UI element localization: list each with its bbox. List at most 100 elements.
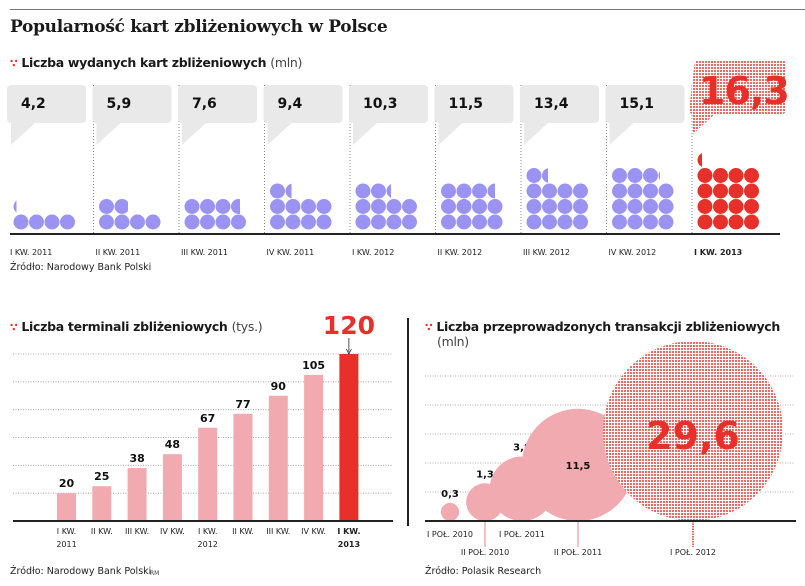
card-dot	[99, 214, 114, 230]
bar	[127, 468, 147, 521]
terminals-source: Źródło: Narodowy Bank Polski	[10, 566, 152, 577]
section-divider	[407, 318, 409, 526]
category-label: II KW. 2012	[438, 248, 483, 257]
category-label: III KW.	[266, 527, 290, 536]
card-dot	[526, 214, 542, 230]
card-dot	[542, 183, 557, 199]
card-dot	[728, 183, 744, 199]
bullet-icon: ∵	[425, 321, 433, 334]
card-dot	[487, 199, 503, 214]
card-dot	[612, 183, 627, 199]
category-label: I POŁ. 2011	[499, 530, 545, 539]
terminals-title-text: Liczba terminali zbliżeniowych	[21, 319, 228, 334]
card-dot	[658, 214, 674, 230]
transactions-section-title: ∵ Liczba przeprowadzonych transakcji zbli…	[425, 319, 780, 349]
transactions-source: Źródło: Polasik Research	[425, 566, 542, 577]
bubble	[440, 502, 460, 521]
card-dot	[456, 199, 472, 214]
category-label: III KW. 2011	[181, 248, 228, 257]
card-dot	[612, 168, 627, 183]
card-dot	[99, 199, 114, 214]
credit: RM	[150, 570, 160, 577]
card-dot	[184, 199, 200, 214]
card-dot	[697, 183, 713, 199]
card-dot	[643, 199, 658, 214]
card-dot	[713, 183, 728, 199]
category-label: I POŁ. 2012	[670, 548, 716, 557]
bar	[339, 354, 359, 521]
bar-value-label: 16,3	[699, 69, 789, 113]
card-dot	[573, 214, 588, 230]
category-label-year: 2012	[198, 540, 218, 549]
card-dot	[270, 183, 285, 199]
card-dot	[627, 168, 643, 183]
card-dot	[612, 199, 627, 214]
terminals-unit: (tys.)	[231, 319, 263, 334]
category-label: IV KW.	[301, 527, 326, 536]
card-dot	[441, 214, 456, 230]
bubble-value-label: 29,6	[646, 414, 740, 458]
category-label: I KW.	[198, 527, 217, 536]
card-dot	[441, 183, 456, 199]
terminals-chart: 20 I KW. 2011 25 II KW. 38 III KW. 48 IV KW. 67 I …	[13, 311, 393, 549]
bubble	[603, 341, 783, 521]
card-dot	[713, 214, 728, 230]
bar-value-label: 7,6	[192, 96, 217, 112]
card-dot	[402, 199, 417, 214]
card-dot-partial	[285, 183, 292, 199]
bar-value-label: 38	[129, 452, 144, 465]
card-dot	[744, 214, 759, 230]
card-dot	[472, 214, 487, 230]
card-dot-partial	[487, 183, 495, 199]
card-dot	[627, 199, 643, 214]
card-dot	[285, 214, 301, 230]
transactions-unit: (mln)	[437, 334, 469, 349]
cards-source: Źródło: Narodowy Bank Polski	[10, 262, 152, 273]
card-dot	[114, 214, 130, 230]
bar-value-label: 9,4	[278, 96, 303, 112]
card-dot	[526, 183, 542, 199]
card-dot	[29, 214, 44, 230]
card-dot	[744, 168, 759, 183]
bar	[162, 454, 182, 521]
card-dot	[285, 199, 301, 214]
value-bubble	[178, 85, 257, 145]
category-label: II POŁ. 2010	[461, 548, 509, 557]
card-dot	[301, 214, 316, 230]
pointer-arrow	[346, 348, 352, 355]
card-dot	[557, 183, 573, 199]
card-dot-partial	[386, 184, 391, 198]
value-bubble	[349, 85, 428, 145]
card-dot	[627, 183, 643, 199]
card-dot	[301, 199, 316, 214]
card-dot	[542, 214, 557, 230]
bubble-value-label: 3,8	[513, 443, 531, 454]
category-label: II KW.	[91, 527, 113, 536]
card-dot	[744, 183, 759, 199]
cards-title-text: Liczba wydanych kart zbliżeniowych	[21, 55, 267, 70]
card-dot	[200, 214, 215, 230]
bubble-value-label: 11,5	[566, 461, 591, 472]
value-bubble	[7, 85, 86, 145]
card-dot	[526, 168, 542, 183]
bullet-icon: ∵	[10, 321, 18, 334]
bar	[92, 486, 112, 521]
bar-value-label: 10,3	[363, 96, 398, 112]
category-label: II KW.	[232, 527, 254, 536]
card-dot	[316, 214, 332, 230]
card-dot	[270, 199, 285, 214]
card-dot	[697, 168, 713, 183]
cards-unit: (mln)	[270, 55, 303, 70]
category-label: I KW. 2013	[694, 248, 742, 257]
bubble-value-label: 1,3	[476, 469, 494, 480]
card-dot	[316, 199, 332, 214]
category-label: I KW.	[57, 527, 76, 536]
transactions-chart: 0,3 I POŁ. 2010 1,3 II POŁ. 2010 3,8 I POŁ. 2…	[425, 341, 796, 557]
value-bubble	[434, 85, 514, 145]
card-dot	[658, 183, 674, 199]
bar-value-label: 105	[302, 359, 325, 372]
card-dot	[355, 199, 371, 214]
card-dot	[557, 199, 573, 214]
card-dot	[60, 214, 75, 230]
bar-value-label: 67	[200, 412, 215, 425]
